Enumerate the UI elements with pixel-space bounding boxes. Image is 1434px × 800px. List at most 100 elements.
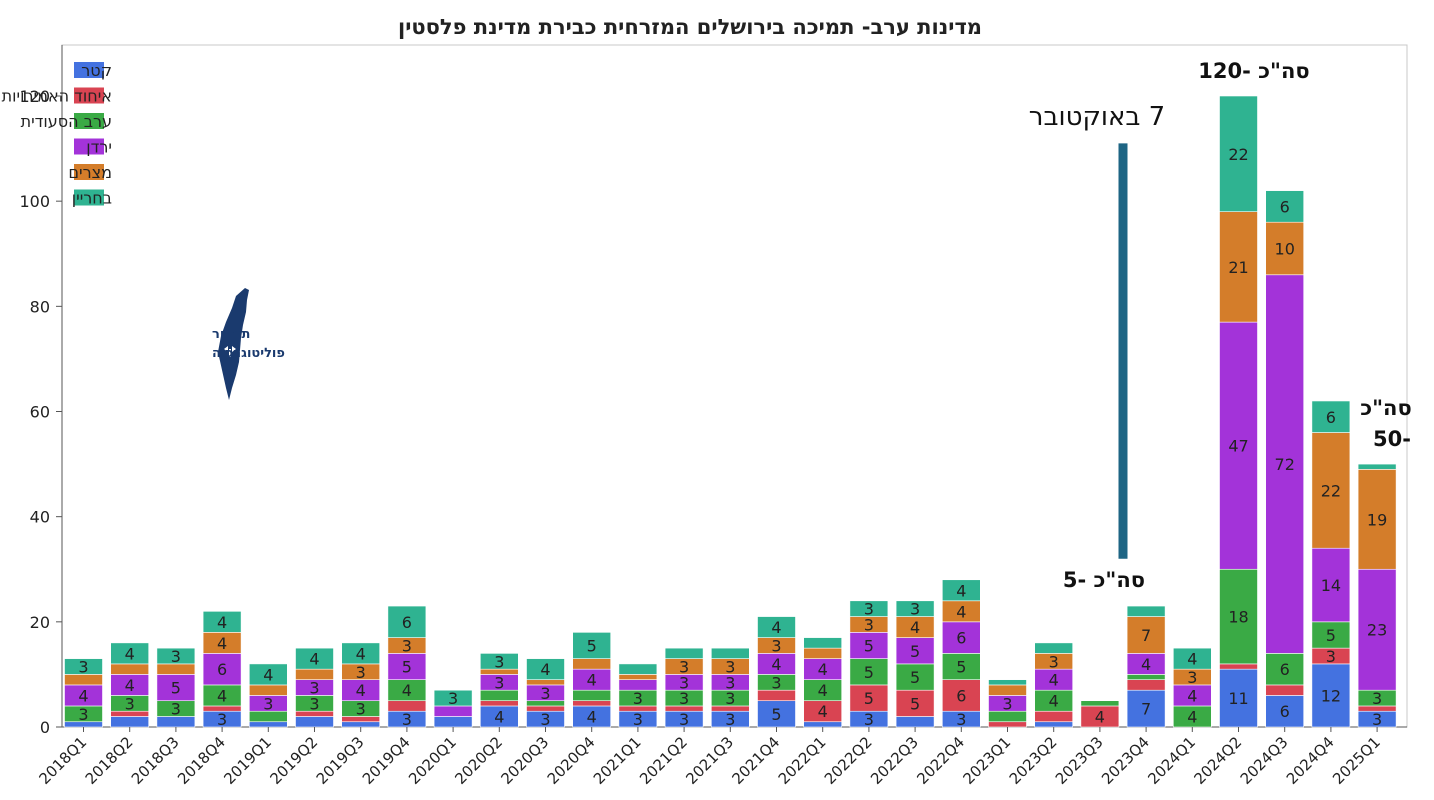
bar-value-label: 3 [356, 663, 366, 682]
bar-segment [202, 653, 242, 686]
bar-value-label: 5 [171, 679, 181, 698]
bar-segment [1034, 642, 1073, 654]
bar-value-label: 5 [910, 642, 920, 661]
bar-value-label: 5 [864, 663, 874, 682]
bar-segment [803, 637, 843, 649]
bar-value-label: 3 [448, 689, 458, 708]
bar-segment [1173, 647, 1212, 670]
legend-swatch [74, 189, 104, 206]
bar-segment [1357, 469, 1397, 570]
bar-segment [1126, 605, 1166, 617]
bar-value-label: 5 [956, 658, 966, 677]
bar-segment [572, 632, 612, 659]
bar-value-label: 3 [356, 700, 366, 719]
bar-value-label: 3 [171, 647, 181, 666]
bar-value-label: 3 [864, 600, 874, 619]
bar-segment [1311, 432, 1351, 549]
bar-value-label: 4 [956, 581, 966, 600]
bar-segment [618, 674, 658, 680]
bar-segment [572, 700, 612, 707]
bar-value-label: 3 [1049, 652, 1059, 671]
legend-swatch [74, 138, 104, 155]
logo: תמרור פוליטוגרפיה [212, 288, 285, 400]
bar-segment [433, 716, 473, 728]
bar-value-label: 4 [1095, 707, 1105, 726]
logo-line2: פוליטוגרפיה [212, 346, 285, 361]
bar-value-label: 4 [771, 618, 781, 637]
bar-segment [1265, 190, 1304, 223]
chart-annotation: סה"כ -120 [1198, 59, 1309, 83]
legend-swatch [74, 164, 104, 180]
bar-segment [1219, 321, 1258, 570]
bar-value-label: 4 [587, 707, 597, 726]
bar-value-label: 4 [402, 681, 412, 700]
bar-value-label: 47 [1228, 437, 1248, 456]
bar-value-label: 3 [171, 700, 181, 719]
bar-segment [988, 679, 1027, 686]
bar-segment [1311, 547, 1351, 623]
bar-segment [1357, 568, 1397, 691]
bar-value-label: 3 [910, 600, 920, 619]
legend-label: מצרים [68, 163, 112, 182]
chart-annotation: סה"כ -5 [1063, 568, 1145, 592]
bar-value-label: 5 [402, 658, 412, 677]
bar-value-label: 5 [1326, 626, 1336, 645]
bar-value-label: 4 [1187, 707, 1197, 726]
bar-segment [341, 721, 381, 728]
y-tick-label: 120 [19, 87, 50, 106]
bar-segment [1265, 221, 1304, 276]
logo-line1: תמרור [212, 327, 250, 342]
bar-value-label: 3 [1326, 647, 1336, 666]
bar-segment [1219, 211, 1258, 323]
bar-value-label: 22 [1228, 145, 1248, 164]
bar-value-label: 3 [725, 658, 735, 677]
bar-value-label: 3 [540, 684, 550, 703]
bar-value-label: 4 [356, 644, 366, 663]
annotations: סה"כ -120 סה"כ -50 סה"כ -5 7 באוקטובר [1029, 59, 1412, 592]
bar-value-label: 3 [725, 689, 735, 708]
bar-segment [341, 642, 381, 665]
bar-value-label: 3 [864, 710, 874, 729]
bar-segment [1034, 710, 1073, 723]
bar-value-label: 3 [540, 710, 550, 729]
bar-segment [1265, 695, 1304, 728]
bar-segment [295, 716, 334, 728]
bar-value-label: 6 [402, 613, 412, 632]
bar-segment [387, 653, 427, 680]
y-axis-ticks: 0 20 40 60 80 100 120 [19, 87, 62, 737]
bar-value-label: 4 [1187, 686, 1197, 705]
bar-value-label: 4 [1141, 655, 1151, 674]
sign-arrows-icon [224, 346, 236, 357]
bar-value-label: 3 [494, 652, 504, 671]
bar-value-label: 3 [725, 710, 735, 729]
bar-segment [1034, 721, 1073, 728]
bar-segment [895, 600, 935, 617]
bar-segment [941, 679, 981, 712]
bar-value-label: 11 [1228, 689, 1248, 708]
legend-label: בחריין [72, 189, 112, 208]
bar-segment [572, 658, 612, 670]
bar-value-label: 6 [1280, 197, 1290, 216]
bar-value-label: 19 [1367, 510, 1387, 529]
legend-swatch [74, 62, 104, 78]
bar-value-label: 7 [1141, 700, 1151, 719]
y-tick-label: 0 [40, 718, 50, 737]
bar-value-label: 3 [956, 710, 966, 729]
legend-label: ירדן [86, 138, 112, 157]
bar-segment [433, 689, 473, 707]
bar-value-label: 3 [725, 673, 735, 692]
bar-value-label: 22 [1321, 481, 1341, 500]
legend-swatch [74, 113, 104, 129]
bar-value-label: 10 [1275, 239, 1295, 258]
bar-value-label: 72 [1275, 455, 1295, 474]
bar-value-label: 3 [864, 615, 874, 634]
bar-value-label: 4 [263, 665, 273, 684]
bar-segment [1126, 616, 1166, 654]
bar-value-label: 3 [1372, 689, 1382, 708]
bar-segment [1265, 274, 1304, 654]
bar-value-label: 6 [1326, 408, 1336, 427]
bar-value-label: 3 [217, 710, 227, 729]
bar-segment [110, 642, 149, 665]
bar-value-label: 4 [1049, 692, 1059, 711]
